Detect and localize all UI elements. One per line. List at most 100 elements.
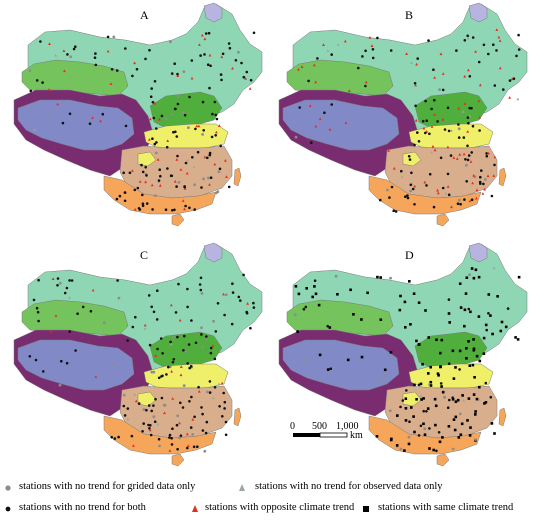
station-both (196, 445, 199, 448)
station-gridonly (465, 163, 468, 167)
station-both (172, 358, 176, 361)
station-both (153, 80, 157, 83)
station-opposite (450, 205, 453, 209)
station-both (118, 194, 122, 198)
station-same (441, 390, 445, 394)
station-opposite (318, 117, 322, 121)
station-both (171, 427, 174, 430)
station-both (414, 104, 417, 108)
station-both (364, 84, 367, 88)
station-same (360, 355, 364, 359)
station-gridonly (457, 127, 461, 131)
station-opposite (433, 148, 437, 152)
station-both (175, 185, 178, 188)
station-gridonly (474, 438, 477, 441)
station-opposite (433, 76, 436, 79)
station-same (457, 436, 461, 439)
station-both (204, 431, 208, 435)
station-both (192, 445, 196, 449)
legend-symbol-opposite (192, 505, 198, 512)
station-both (231, 291, 235, 294)
station-obsonly (461, 110, 465, 113)
station-both (223, 407, 226, 410)
station-both (401, 399, 405, 402)
station-same (484, 323, 488, 327)
station-both (157, 376, 161, 380)
station-both (471, 124, 475, 128)
station-obsonly (68, 296, 71, 299)
station-both (456, 202, 460, 205)
china-basemap (13, 242, 263, 467)
station-opposite (423, 180, 427, 184)
station-both (394, 210, 398, 213)
station-opposite (463, 74, 467, 78)
station-opposite (455, 157, 459, 160)
legend-label-obsonly: stations with no trend for observed data… (255, 481, 443, 492)
station-both (130, 434, 134, 438)
station-gridonly (46, 113, 50, 116)
station-gridonly (386, 188, 389, 192)
station-gridonly (193, 183, 197, 187)
legend-label-opposite: stations with opposite climate trend (205, 502, 355, 513)
station-both (160, 114, 164, 118)
scale-bar-segment-1 (293, 433, 320, 437)
station-gridonly (178, 436, 182, 440)
station-both (193, 415, 196, 419)
station-both (188, 366, 191, 370)
station-both (168, 433, 172, 437)
station-both (190, 395, 193, 399)
station-gridonly (191, 433, 195, 436)
station-both (187, 343, 191, 346)
station-obsonly (450, 129, 453, 132)
station-both (186, 305, 189, 309)
station-opposite (149, 117, 152, 121)
station-both (165, 373, 168, 376)
station-same (452, 377, 456, 380)
station-same (408, 280, 411, 283)
station-gridonly (293, 313, 297, 317)
station-both (154, 397, 157, 401)
station-gridonly (468, 273, 471, 277)
station-same (314, 292, 318, 296)
station-same (376, 275, 379, 279)
station-same (440, 338, 444, 342)
station-same (472, 348, 476, 352)
station-both (330, 103, 333, 106)
station-both (470, 198, 474, 201)
station-both (228, 46, 232, 50)
station-gridonly (205, 337, 208, 341)
station-same (421, 362, 424, 366)
station-opposite (231, 66, 234, 70)
station-same (412, 292, 416, 295)
station-same (437, 374, 440, 377)
station-same (447, 425, 451, 428)
station-gridonly (181, 111, 185, 114)
station-same (504, 325, 508, 329)
station-opposite (200, 33, 204, 37)
station-both (252, 301, 255, 305)
station-both (170, 443, 174, 446)
station-same (469, 310, 472, 314)
station-same (483, 402, 486, 405)
station-same (467, 340, 470, 343)
station-opposite (154, 354, 158, 357)
station-both (136, 186, 140, 190)
map-panel-b (278, 2, 528, 227)
station-both (74, 45, 77, 48)
station-both (194, 341, 198, 345)
station-gridonly (388, 409, 392, 413)
station-both (307, 79, 310, 83)
station-both (242, 273, 245, 277)
station-same (438, 440, 442, 444)
station-both (413, 82, 417, 85)
station-both (81, 305, 85, 309)
station-opposite (312, 63, 316, 67)
station-same (375, 435, 379, 438)
station-opposite (492, 174, 496, 177)
station-opposite (183, 207, 186, 211)
station-opposite (91, 116, 94, 119)
station-both (201, 412, 204, 416)
station-same (336, 293, 339, 296)
station-gridonly (58, 281, 62, 285)
station-same (451, 398, 455, 401)
